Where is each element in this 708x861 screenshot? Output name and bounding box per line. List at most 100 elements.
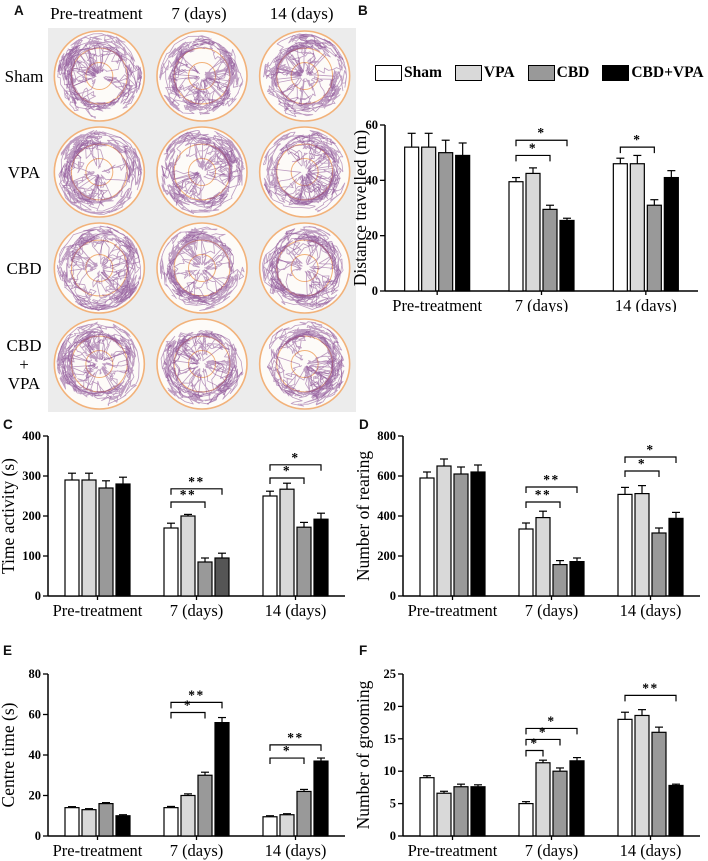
category-label: Pre-treatment: [53, 841, 143, 860]
bar-sham: [262, 495, 278, 597]
row-label: CBD: [7, 259, 42, 278]
bar-cbd: [197, 561, 213, 597]
bar-cbd: [453, 473, 469, 597]
y-tick-label: 600: [377, 469, 396, 483]
legend-swatch: [375, 65, 402, 81]
sig-star: *: [638, 456, 646, 471]
sig-bracket: [269, 744, 322, 751]
y-tick-label: 0: [390, 829, 396, 843]
track-trace: [59, 130, 143, 215]
track-trace: [264, 130, 341, 206]
arena-cell: [53, 318, 146, 410]
sig-star: *: [291, 450, 299, 465]
sig-bracket: [269, 477, 305, 484]
arena-cell: [156, 126, 248, 218]
y-axis-label: Centre time (s): [0, 702, 18, 807]
bar-vpa: [634, 714, 650, 837]
track-trace: [58, 326, 136, 403]
bar-cbd+vpa: [668, 517, 684, 597]
row-label: Sham: [5, 67, 44, 86]
bar-vpa: [81, 479, 97, 597]
y-tick-label: 25: [384, 667, 397, 681]
bar-vpa: [634, 492, 650, 597]
column-header: 14 (days): [270, 4, 334, 23]
category-label: Pre-treatment: [53, 601, 143, 620]
y-tick-label: 40: [366, 173, 379, 187]
y-tick-label: 0: [372, 284, 378, 298]
chart-c: 0 100 200 300 400 Time activity (s) Pre-treatm…: [0, 429, 345, 620]
sig-bracket: [624, 470, 660, 477]
chart-f: 0 5 10 15 20 25 Number of grooming Pre-treatmen…: [354, 667, 700, 860]
bar-vpa: [279, 814, 295, 837]
bar-vpa: [629, 163, 645, 292]
arena-cell: [258, 30, 351, 122]
category-label: 7 (days): [170, 601, 224, 620]
legend-item: Sham: [375, 64, 442, 82]
sig-bracket: [170, 501, 206, 508]
bar-sham: [419, 477, 435, 597]
y-tick-label: 300: [22, 469, 41, 483]
bar-cbd+vpa: [313, 518, 329, 597]
bar-cbd+vpa: [470, 471, 486, 597]
bar-cbd+vpa: [214, 557, 230, 597]
track-trace: [266, 321, 345, 407]
sig-bracket: [525, 749, 544, 757]
bar-cbd+vpa: [115, 483, 131, 597]
y-tick-label: 800: [377, 429, 396, 443]
sig-bracket: [619, 146, 655, 154]
sig-bracket: [525, 486, 578, 493]
bar-sham: [163, 527, 179, 597]
sig-bracket: [624, 694, 677, 702]
sig-star: *: [646, 442, 654, 457]
sig-star: **: [287, 730, 304, 745]
bar-cbd+vpa: [569, 760, 585, 837]
track-trace: [266, 33, 347, 113]
bar-sham: [419, 777, 435, 837]
category-label: Pre-treatment: [408, 841, 498, 860]
bar-sham: [518, 528, 534, 597]
category-label: 14 (days): [615, 296, 677, 312]
track-trace: [62, 225, 141, 311]
legend-item: CBD+VPA: [602, 64, 704, 82]
panel-label-a: A: [14, 3, 24, 18]
y-tick-label: 0: [390, 589, 396, 603]
bar-cbd+vpa: [115, 815, 131, 837]
sig-bracket: [170, 701, 223, 709]
sig-bracket: [269, 464, 322, 471]
y-tick-label: 400: [377, 509, 396, 523]
category-label: Pre-treatment: [408, 601, 498, 620]
sig-star: *: [537, 125, 545, 140]
track-trace: [58, 132, 141, 209]
track-trace: [169, 37, 240, 110]
bar-vpa: [436, 792, 452, 837]
sig-star: *: [283, 743, 291, 758]
legend-item: CBD: [527, 64, 589, 82]
panel-a-open-field-tracks: Pre-treatment 7 (days) 14 (days) Sham VPA CBD…: [5, 4, 356, 412]
bar-cbd: [197, 774, 213, 837]
y-tick-label: 15: [384, 732, 397, 746]
bar-cbd+vpa: [668, 784, 684, 837]
bar-cbd: [296, 790, 312, 837]
legend-label: VPA: [483, 64, 515, 81]
category-label: 14 (days): [620, 841, 682, 860]
sig-star: *: [539, 724, 547, 739]
sig-star: **: [543, 472, 560, 487]
legend-swatch: [602, 65, 630, 81]
sig-bracket: [515, 154, 551, 162]
arena-cell: [156, 222, 248, 314]
sig-star: *: [283, 463, 291, 478]
legend-label: Sham: [404, 64, 442, 81]
bar-sham: [64, 807, 80, 837]
sig-bracket: [525, 738, 561, 746]
bar-sham: [518, 803, 534, 837]
bar-sham: [163, 807, 179, 837]
sig-bracket: [170, 488, 223, 495]
bar-cbd+vpa: [214, 721, 230, 837]
bar-cbd: [98, 803, 114, 837]
y-tick-label: 10: [384, 764, 397, 778]
category-label: 7 (days): [525, 841, 579, 860]
category-label: Pre-treatment: [392, 296, 482, 312]
legend-item: VPA: [454, 64, 515, 82]
sig-star: **: [642, 680, 659, 695]
bar-cbd: [542, 208, 558, 292]
